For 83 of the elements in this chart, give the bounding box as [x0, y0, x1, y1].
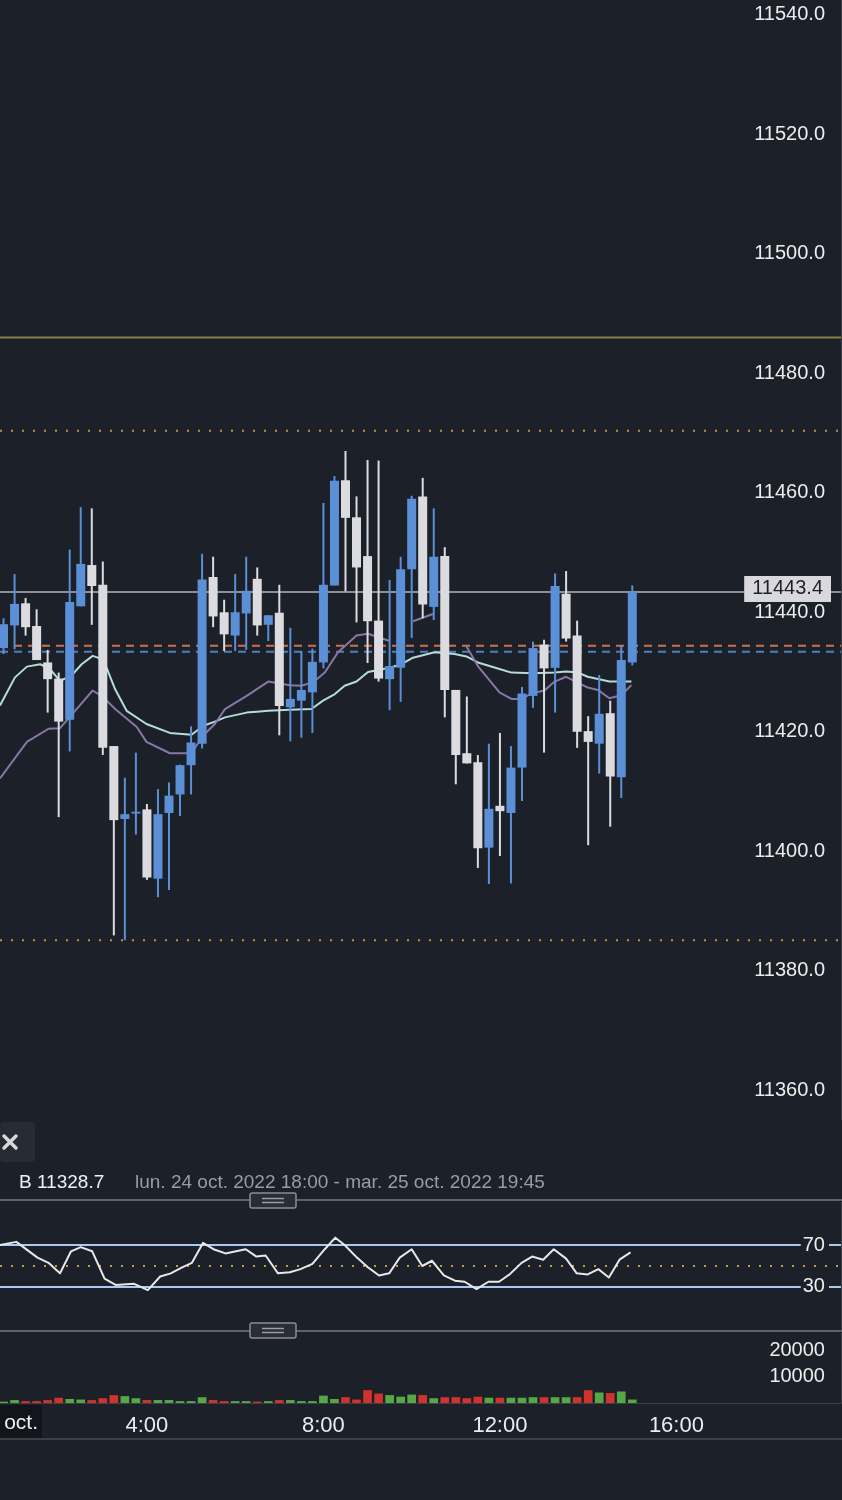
candlestick	[385, 579, 395, 712]
candlestick	[263, 614, 273, 642]
y-tick-label: 11500.0	[754, 241, 825, 264]
y-tick-label: 11520.0	[754, 121, 825, 144]
candlestick	[539, 638, 549, 754]
bar	[164, 1400, 174, 1403]
bar	[76, 1399, 86, 1403]
candlestick	[10, 573, 20, 651]
y-tick-label: 11540.0	[754, 2, 825, 25]
bar	[65, 1399, 75, 1403]
y-tick-label: 11360.0	[754, 1077, 825, 1100]
y-tick-label: 11400.0	[754, 838, 825, 861]
bar	[539, 1397, 549, 1403]
text: oct.	[0, 1405, 42, 1438]
x-tick-label: 16:00	[648, 1412, 704, 1438]
y-tick-label: 20000	[769, 1338, 825, 1361]
bar	[319, 1395, 328, 1403]
bar	[528, 1397, 538, 1403]
bar	[109, 1395, 119, 1403]
candlestick	[21, 596, 31, 637]
bar	[131, 1398, 141, 1403]
candlestick	[230, 573, 240, 653]
bar	[153, 1400, 163, 1403]
bar	[627, 1399, 637, 1403]
bar	[616, 1391, 626, 1403]
bar	[407, 1394, 417, 1403]
y-tick-label: 10000	[769, 1364, 825, 1387]
bar	[561, 1397, 571, 1403]
bar	[572, 1397, 582, 1403]
bar	[418, 1395, 428, 1403]
bar	[451, 1397, 461, 1403]
bar	[120, 1396, 130, 1403]
y-tick-label: 11480.0	[754, 360, 825, 383]
y-tick-label: 11460.0	[754, 480, 825, 503]
bar	[98, 1398, 108, 1403]
y-tick-label: 11420.0	[754, 719, 825, 742]
candlestick	[164, 781, 174, 892]
bar	[605, 1393, 615, 1403]
bar	[396, 1396, 405, 1403]
bar	[440, 1397, 450, 1403]
bar	[594, 1392, 604, 1403]
candlestick	[495, 731, 505, 857]
bar	[385, 1395, 394, 1403]
x-tick-label: 4:00	[125, 1412, 169, 1438]
text: lun. 24 oct. 2022 18:00 - mar. 25 oct. 2022 19:45	[135, 1171, 545, 1193]
bar	[10, 1400, 19, 1403]
bar	[286, 1400, 295, 1403]
bar	[43, 1400, 52, 1403]
candlestick	[87, 507, 97, 626]
ref-line-label: 11443.4	[752, 576, 823, 599]
bar	[330, 1399, 339, 1403]
bar	[550, 1397, 560, 1403]
candlestick	[241, 555, 251, 651]
bar	[363, 1390, 372, 1403]
candlestick	[219, 598, 229, 653]
bar	[429, 1398, 439, 1403]
bar	[462, 1398, 472, 1403]
bar	[374, 1393, 383, 1403]
candlestick	[131, 751, 141, 836]
bar	[341, 1397, 350, 1403]
bar	[352, 1399, 361, 1403]
bar	[54, 1397, 64, 1403]
candlestick	[285, 626, 295, 743]
text: B 11328.7	[19, 1171, 105, 1193]
bar	[208, 1400, 218, 1403]
y-tick-label: 11380.0	[754, 958, 825, 981]
candlestick	[0, 617, 9, 656]
bar	[274, 1400, 284, 1403]
bar	[583, 1390, 593, 1403]
candlestick	[296, 650, 306, 739]
bar	[197, 1397, 207, 1403]
candlestick	[43, 648, 53, 714]
y-tick-label: 70	[802, 1232, 825, 1255]
candlestick	[583, 715, 593, 847]
bar	[87, 1400, 97, 1403]
bar	[142, 1400, 152, 1403]
candlestick	[462, 695, 472, 765]
y-tick-label: 30	[802, 1274, 825, 1297]
x-tick-label: 8:00	[302, 1412, 345, 1438]
y-tick-label: 11440.0	[754, 599, 825, 622]
candlestick	[186, 725, 196, 796]
x-tick-label: 12:00	[472, 1412, 528, 1438]
candlestick	[120, 776, 130, 942]
